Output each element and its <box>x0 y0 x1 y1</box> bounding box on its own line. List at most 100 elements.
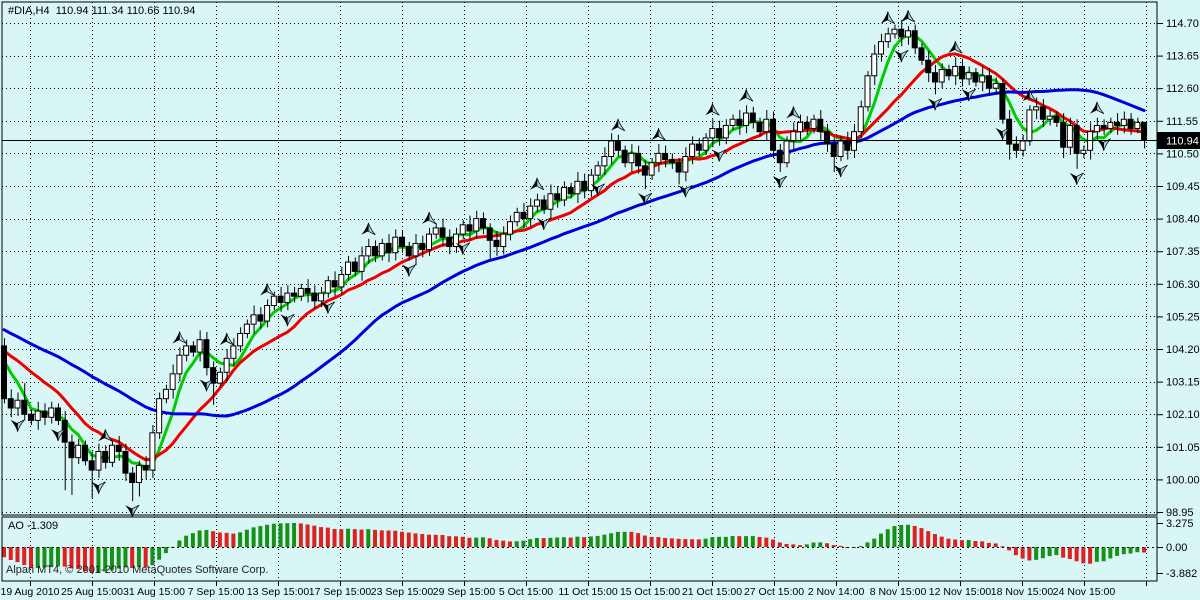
candle-body <box>857 106 864 133</box>
candle-body <box>34 410 41 421</box>
ao-histogram-bar <box>325 527 330 547</box>
ao-histogram-bar <box>184 535 189 547</box>
candle-body <box>1134 121 1141 130</box>
candle-body <box>979 75 986 83</box>
ao-histogram-bar <box>217 532 222 547</box>
candle-body <box>230 345 237 359</box>
current-price-tag-label: 110.94 <box>1166 136 1199 148</box>
candle-body <box>682 156 689 173</box>
candle-body <box>176 354 183 375</box>
candle-body <box>1033 106 1040 111</box>
ao-histogram-bar <box>899 524 904 547</box>
ohlc-values: 110.94 111.34 110.66 110.94 <box>49 5 196 17</box>
ao-histogram-bar <box>696 539 701 547</box>
candle-body <box>797 121 804 133</box>
ao-histogram-bar <box>15 547 20 563</box>
ao-histogram-bar <box>177 540 182 547</box>
x-axis-label: 17 Sep 15:00 <box>309 586 372 598</box>
candle-body <box>594 165 601 176</box>
fractal-arrow-highlight <box>644 192 653 206</box>
ao-histogram-bar <box>561 537 566 547</box>
candle-body <box>1093 124 1100 133</box>
candle-body <box>1039 106 1046 120</box>
ao-histogram-bar <box>1027 547 1032 561</box>
fractal-arrow-highlight <box>907 9 916 23</box>
candle-body <box>324 280 331 294</box>
fractal-up-arrow-icon <box>361 222 376 236</box>
candle-body <box>810 118 817 130</box>
candle-body <box>655 152 662 164</box>
y-axis-label: 108.40 <box>1166 214 1200 226</box>
ao-histogram-bar <box>1128 547 1133 554</box>
candle-body <box>1060 121 1067 148</box>
ao-histogram-bar <box>487 538 492 547</box>
ao-histogram-bar <box>89 547 94 573</box>
candle-body <box>210 367 217 384</box>
ao-histogram-bar <box>804 544 809 547</box>
x-axis-label: 8 Nov 15:00 <box>870 586 927 598</box>
candle-body <box>871 53 878 77</box>
fractal-arrow-highlight <box>1076 172 1084 186</box>
fractal-down-arrow-icon <box>927 98 943 111</box>
ao-histogram-bar <box>35 547 40 568</box>
fractal-arrow-highlight <box>57 428 66 442</box>
candle-body <box>675 162 682 173</box>
ao-histogram-bar <box>1074 547 1079 562</box>
candle-body <box>783 140 790 164</box>
moving-average-medium <box>2 52 1146 462</box>
ao-histogram-bar <box>467 537 472 547</box>
ao-histogram-bar <box>332 528 337 547</box>
ao-histogram-bar <box>905 524 910 547</box>
x-axis-label: 27 Oct 15:00 <box>744 586 804 598</box>
fractal-down-arrow-icon <box>10 419 25 432</box>
fractal-up-arrow-icon <box>948 41 963 54</box>
y-axis-label: 98.95 <box>1166 507 1194 519</box>
fractal-down-arrow-icon <box>961 88 976 102</box>
ao-histogram-bar <box>926 531 931 547</box>
candle-body <box>223 357 230 373</box>
candle-body <box>520 211 527 220</box>
ao-histogram-bar <box>953 539 958 547</box>
ao-histogram-bar <box>400 531 405 547</box>
ao-histogram-bar <box>62 547 67 567</box>
ao-histogram-bar <box>1040 547 1045 559</box>
main-panel-frame <box>1 1 1158 516</box>
fractal-down-arrow-icon <box>280 313 295 327</box>
ao-histogram-bar <box>96 547 101 573</box>
candle-body <box>115 444 122 452</box>
candle-body <box>21 399 28 415</box>
ao-histogram-bar <box>251 527 256 547</box>
candle-body <box>1046 115 1053 120</box>
fractal-up-arrow-icon <box>705 103 720 116</box>
fractal-down-arrow-icon <box>894 49 909 63</box>
moving-average-slow <box>2 88 1146 418</box>
fractal-arrow-highlight <box>462 242 470 255</box>
ao-histogram-bar <box>1047 547 1052 557</box>
y-axis-label: 104.20 <box>1166 344 1200 356</box>
candle-body <box>412 242 419 257</box>
x-axis-label: 19 Aug 2010 <box>1 586 60 598</box>
candle-body <box>904 30 911 38</box>
ao-histogram-bar <box>69 547 74 569</box>
ao-histogram-bar <box>649 536 654 547</box>
ao-histogram-bar <box>231 533 236 547</box>
fractal-arrow-highlight <box>367 222 376 236</box>
candle-body <box>250 314 257 325</box>
candle-body <box>958 65 965 80</box>
ao-histogram-bar <box>831 545 836 547</box>
candle-body <box>540 199 547 210</box>
fractal-arrow-highlight <box>887 11 895 24</box>
y-axis-label: 107.35 <box>1166 246 1200 258</box>
fractal-down-arrow-icon <box>637 192 653 206</box>
candle-body <box>527 205 534 220</box>
fractal-up-arrow-icon <box>1022 89 1037 102</box>
ao-histogram-bar <box>501 540 506 547</box>
candle-body <box>965 72 972 80</box>
ao-histogram-bar <box>420 534 425 547</box>
ao-histogram-bar <box>1007 547 1012 551</box>
ao-indicator-label: AO -1.309 <box>8 520 59 532</box>
ao-histogram-bar <box>723 536 728 547</box>
fractal-arrow-highlight <box>1029 89 1037 102</box>
candle-body <box>439 227 446 238</box>
ao-histogram-bar <box>764 537 769 547</box>
